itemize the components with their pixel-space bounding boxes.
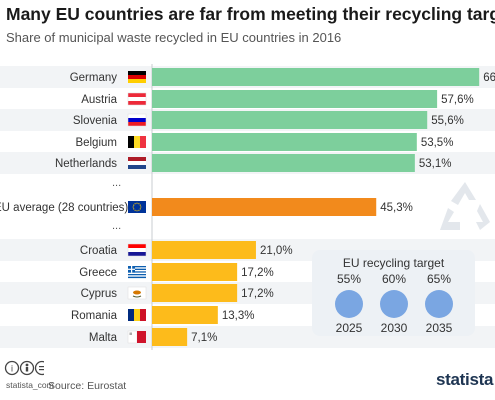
- svg-text:i: i: [11, 364, 13, 374]
- bar: [152, 198, 377, 216]
- flag-romania-icon: [128, 309, 146, 321]
- chart-title: Many EU countries are far from meeting t…: [6, 4, 495, 24]
- flag-slovenia-icon: [127, 113, 147, 127]
- target-dot: [335, 290, 363, 318]
- bar: [152, 133, 417, 151]
- data-label: 55,6%: [431, 115, 464, 127]
- target-pct: 55%: [336, 272, 362, 286]
- category-label: Slovenia: [73, 115, 118, 127]
- source-note: Source: Eurostat: [48, 380, 127, 392]
- bar: [152, 241, 256, 259]
- ellipsis-label: ...: [112, 220, 121, 232]
- bar: [152, 306, 218, 324]
- flag-cyprus-icon: [127, 286, 147, 300]
- target-2030: 60% 2030: [374, 272, 414, 335]
- target-2025: 55% 2025: [329, 272, 369, 335]
- category-label: Belgium: [75, 137, 117, 149]
- category-label: EU average (28 countries): [0, 202, 128, 214]
- data-label: 53,5%: [421, 137, 454, 149]
- bar: [152, 263, 238, 281]
- recycle-icon: [440, 182, 490, 230]
- flag-netherlands-icon: [128, 157, 146, 169]
- eu-recycling-target-panel: EU recycling target 55% 2025 60% 2030 65…: [312, 250, 475, 336]
- data-label: 7,1%: [191, 332, 217, 344]
- category-label: Cyprus: [81, 288, 118, 300]
- bar: [152, 284, 238, 302]
- creative-commons-icon[interactable]: i: [4, 360, 44, 378]
- target-dot: [380, 290, 408, 318]
- category-label: Croatia: [80, 245, 118, 257]
- flag-croatia-icon: [127, 243, 147, 257]
- ellipsis-label: ...: [112, 177, 121, 189]
- flag-malta-icon: [127, 330, 146, 344]
- category-label: Austria: [81, 94, 117, 106]
- category-label: Malta: [89, 332, 118, 344]
- bar: [152, 154, 415, 172]
- target-panel-title: EU recycling target: [342, 256, 445, 270]
- data-label: 66,: [483, 72, 495, 84]
- data-label: 13,3%: [222, 310, 255, 322]
- data-label: 53,1%: [419, 158, 452, 170]
- data-label: 57,6%: [441, 94, 474, 106]
- category-label: Greece: [79, 267, 117, 279]
- target-2035: 65% 2035: [419, 272, 459, 335]
- bar: [152, 328, 188, 346]
- target-year: 2025: [335, 321, 363, 335]
- flag-eu-icon: [128, 201, 146, 213]
- target-year: 2030: [380, 321, 408, 335]
- category-label: Romania: [71, 310, 118, 322]
- category-label: Germany: [70, 72, 118, 84]
- category-label: Netherlands: [55, 158, 117, 170]
- flag-austria-icon: [127, 92, 147, 106]
- flag-belgium-icon: [128, 136, 146, 148]
- target-dot: [425, 290, 453, 318]
- data-label: 21,0%: [260, 245, 293, 257]
- statista-handle[interactable]: statista_com: [6, 380, 54, 390]
- data-label: 17,2%: [241, 288, 274, 300]
- bar: [152, 68, 480, 86]
- statista-logo: statista: [436, 370, 494, 389]
- target-pct: 65%: [426, 272, 452, 286]
- flag-greece-icon: [128, 266, 146, 279]
- data-label: 45,3%: [380, 202, 413, 214]
- bar: [152, 111, 428, 129]
- bar: [152, 90, 438, 108]
- data-label: 17,2%: [241, 267, 274, 279]
- target-year: 2035: [425, 321, 453, 335]
- target-pct: 60%: [381, 272, 407, 286]
- chart-subtitle: Share of municipal waste recycled in EU …: [6, 30, 342, 45]
- flag-germany-icon: [128, 71, 146, 83]
